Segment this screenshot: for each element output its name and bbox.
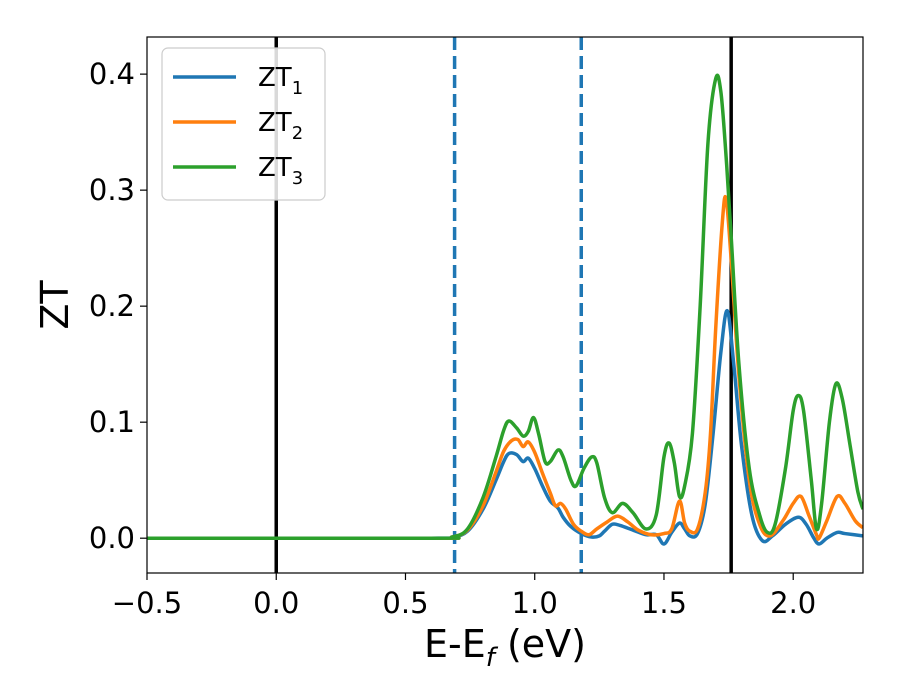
legend-label-zt1: ZT1 bbox=[258, 63, 303, 99]
legend-label-zt2: ZT2 bbox=[258, 108, 303, 144]
x-axis-label: E-Ef (eV) bbox=[424, 622, 586, 673]
x-tick-label: 2.0 bbox=[770, 586, 816, 620]
x-tick-label: −0.5 bbox=[112, 586, 182, 620]
x-axis-label-unit: (eV) bbox=[495, 622, 586, 666]
series-lines bbox=[147, 73, 863, 546]
y-axis-label: ZT bbox=[33, 280, 77, 330]
legend-box bbox=[161, 47, 326, 201]
y-tick-label: 0.4 bbox=[89, 57, 135, 91]
x-tick-label: 1.0 bbox=[512, 586, 558, 620]
legend: ZT1 ZT2 ZT3 bbox=[161, 47, 326, 201]
x-tick-label: 0.5 bbox=[382, 586, 428, 620]
series-line-zt2 bbox=[147, 195, 863, 541]
x-tick-label: 0.0 bbox=[253, 586, 299, 620]
x-tick-label: 1.5 bbox=[641, 586, 687, 620]
y-tick-label: 0.3 bbox=[89, 173, 135, 207]
y-tick-label: 0.0 bbox=[89, 521, 135, 555]
y-tick-label: 0.1 bbox=[89, 405, 135, 439]
legend-label-zt3: ZT3 bbox=[258, 153, 303, 189]
y-tick-label: 0.2 bbox=[89, 289, 135, 323]
x-axis-label-main: E-E bbox=[424, 622, 486, 666]
y-axis-ticks: 0.0 0.1 0.2 0.3 0.4 bbox=[89, 57, 147, 555]
plot-frame bbox=[146, 36, 864, 574]
series-line-zt3 bbox=[147, 73, 863, 541]
x-axis-ticks: −0.5 0.0 0.5 1.0 1.5 2.0 bbox=[112, 573, 816, 620]
